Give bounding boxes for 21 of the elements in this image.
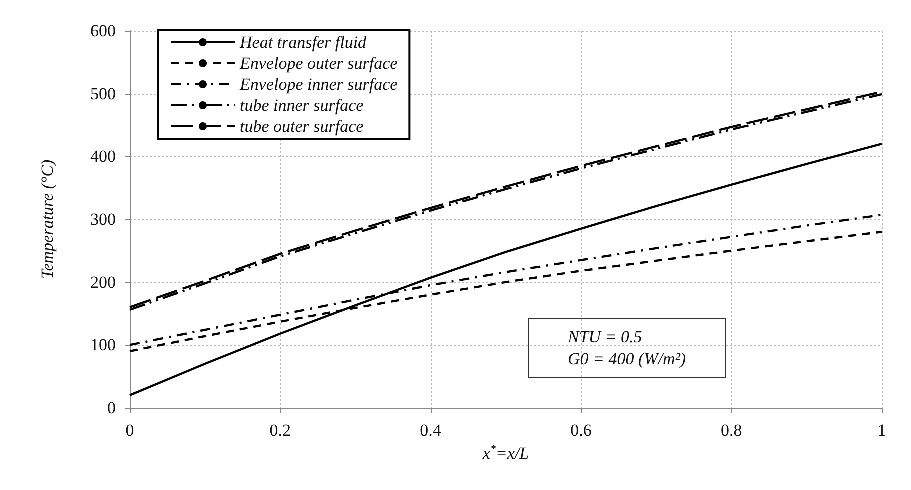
legend-label: tube outer surface [240, 117, 364, 136]
y-tick-label: 300 [90, 210, 116, 229]
y-tick-label: 600 [90, 22, 116, 40]
x-tick-label: 0 [126, 421, 134, 440]
x-tick-label: 0.6 [570, 421, 592, 440]
y-tick-label: 400 [90, 147, 116, 166]
y-tick-label: 200 [90, 272, 116, 292]
legend-label: Envelope inner surface [239, 75, 398, 94]
legend-label: Heat transfer fluid [239, 33, 368, 52]
y-tick-label: 500 [90, 84, 116, 104]
y-tick-label: 100 [90, 336, 116, 355]
legend-label: tube inner surface [240, 96, 364, 115]
x-tick-label: 0.2 [270, 421, 292, 440]
annotation: NTU = 0.5 G0 = 400 (W/m²) [567, 328, 686, 368]
x-tick-label: 0.8 [720, 421, 742, 440]
x-axis-title: x*=x/L [482, 443, 530, 463]
y-axis-title: Temperature (°C) [38, 159, 57, 280]
x-tick-label: 1 [878, 421, 886, 440]
x-tick-label: 0.4 [420, 421, 442, 440]
y-tick-label: 0 [108, 398, 116, 418]
legend-label: Envelope outer surface [239, 54, 398, 73]
